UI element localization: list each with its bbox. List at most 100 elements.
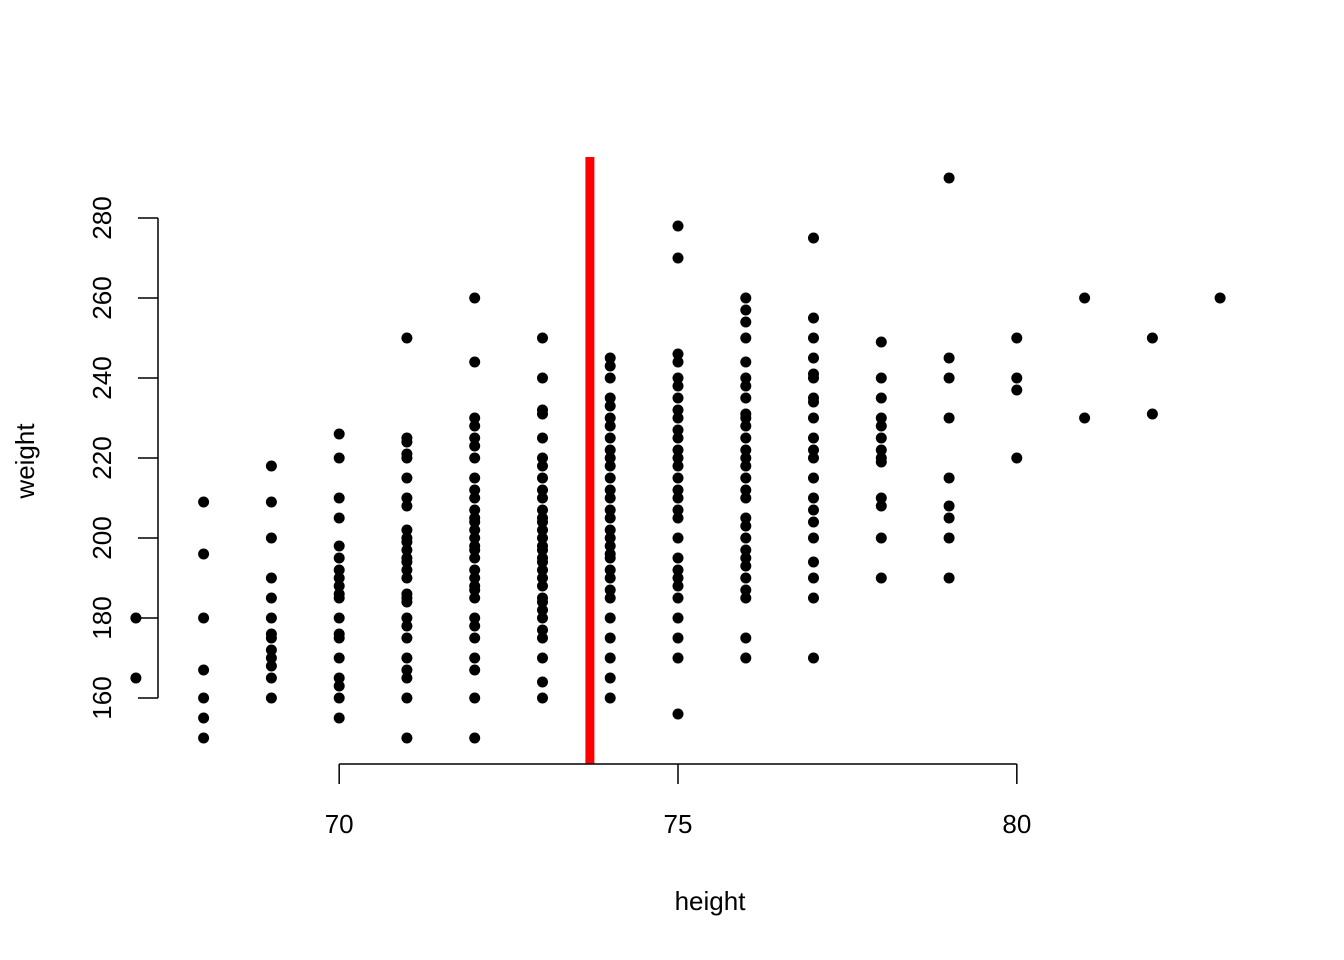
data-point (604, 548, 616, 560)
data-point (265, 496, 277, 508)
data-point (333, 628, 345, 640)
data-point (672, 220, 684, 232)
data-point (401, 588, 413, 600)
data-point (469, 664, 481, 676)
data-point (469, 732, 481, 744)
data-point (469, 356, 481, 368)
data-point (875, 452, 887, 464)
data-point (875, 412, 887, 424)
data-point (401, 432, 413, 444)
data-point (740, 560, 752, 572)
data-point (604, 524, 616, 536)
data-point (740, 316, 752, 328)
data-point (808, 516, 819, 528)
data-point (537, 564, 548, 576)
data-point (672, 572, 684, 584)
data-point (1146, 332, 1158, 344)
data-point (875, 572, 887, 584)
data-point (740, 552, 752, 564)
data-point (469, 572, 481, 584)
data-point (537, 532, 548, 544)
data-point (469, 432, 481, 444)
data-point (469, 292, 481, 304)
data-point (604, 672, 616, 684)
data-point (604, 592, 616, 604)
data-point (604, 612, 616, 624)
data-point (401, 332, 413, 344)
data-point (943, 412, 955, 424)
data-point (469, 524, 481, 536)
data-point (537, 580, 548, 592)
data-point (740, 304, 752, 316)
data-point (672, 632, 684, 644)
data-point (265, 652, 277, 664)
data-point (672, 252, 684, 264)
data-point (672, 652, 684, 664)
data-point (537, 404, 548, 416)
data-point (401, 692, 413, 704)
data-point (808, 504, 819, 516)
data-point (198, 692, 210, 704)
data-point (537, 676, 548, 688)
data-point (808, 444, 819, 456)
data-point (740, 444, 752, 456)
data-point (740, 544, 752, 556)
data-point (808, 652, 819, 664)
data-point (672, 460, 684, 472)
data-point (604, 532, 616, 544)
data-point (469, 552, 481, 564)
data-point (604, 420, 616, 432)
data-point (740, 372, 752, 384)
data-point (401, 472, 413, 484)
data-point (401, 552, 413, 564)
data-point (333, 512, 345, 524)
data-point (469, 492, 481, 504)
data-point (740, 484, 752, 496)
data-point (604, 444, 616, 456)
x-axis-label: height (675, 886, 747, 916)
data-point (604, 572, 616, 584)
data-point (740, 392, 752, 404)
data-point (265, 612, 277, 624)
data-point (401, 652, 413, 664)
data-point (672, 532, 684, 544)
data-point (740, 292, 752, 304)
data-point (808, 592, 819, 604)
y-tick-label: 240 (87, 356, 117, 399)
data-point (1079, 412, 1091, 424)
data-point (875, 532, 887, 544)
data-point (401, 524, 413, 536)
data-point (401, 492, 413, 504)
data-point (604, 452, 616, 464)
data-point (740, 332, 752, 344)
data-point (672, 424, 684, 436)
data-point (740, 356, 752, 368)
data-point (469, 612, 481, 624)
data-point (740, 632, 752, 644)
data-point (265, 644, 277, 656)
data-point (943, 572, 955, 584)
data-point (672, 504, 684, 516)
data-point (469, 440, 481, 452)
data-point (469, 620, 481, 632)
data-point (808, 392, 819, 404)
data-point (943, 372, 955, 384)
data-point (469, 580, 481, 592)
data-point (943, 352, 955, 364)
y-tick-label: 220 (87, 436, 117, 479)
data-point (198, 496, 210, 508)
data-point (604, 512, 616, 524)
data-point (537, 432, 548, 444)
data-point (672, 412, 684, 424)
data-point (808, 432, 819, 444)
y-tick-label: 180 (87, 596, 117, 639)
data-point (537, 632, 548, 644)
data-point (1011, 452, 1023, 464)
data-point (672, 372, 684, 384)
data-point (333, 552, 345, 564)
y-axis: 160 180 200 220 240 260 280 (87, 196, 159, 720)
data-point (604, 352, 616, 364)
data-point (469, 592, 481, 604)
data-point (672, 432, 684, 444)
